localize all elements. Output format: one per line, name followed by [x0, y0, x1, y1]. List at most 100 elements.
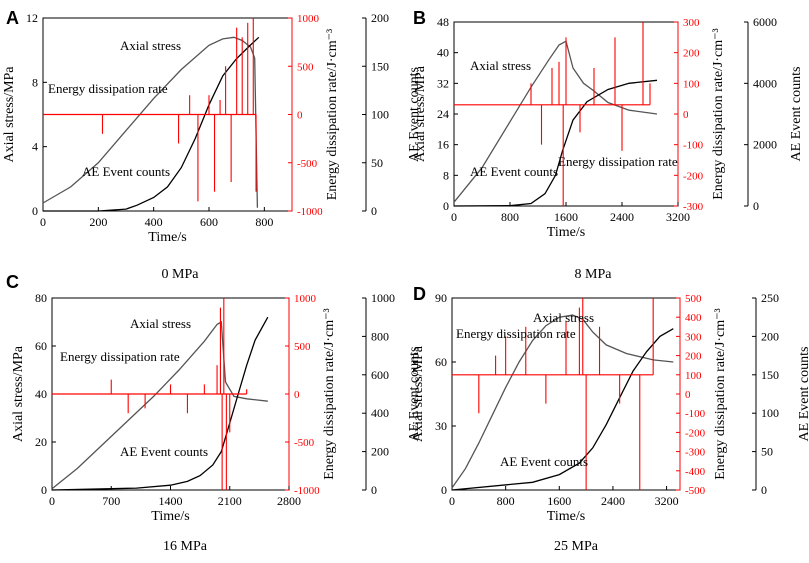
- panel-d-y-axis-title: Axial stress/MPa: [411, 345, 426, 442]
- panel-b-ae-tick-label: 6000: [753, 15, 777, 29]
- panel-d-x-tick-label: 1600: [547, 494, 571, 508]
- panel-c-y-tick-label: 80: [35, 291, 47, 305]
- panel-a-energy-tick-label: 0: [297, 110, 303, 122]
- panel-d-caption: 25 MPa: [554, 539, 599, 554]
- panel-d-y-tick-label: 30: [435, 419, 447, 433]
- panel-c-y-axis-title: Axial stress/MPa: [11, 345, 26, 442]
- panel-d-y-tick-label: 0: [441, 483, 447, 497]
- panel-d-x-tick-label: 800: [497, 494, 515, 508]
- panel-a-y-tick-label: 4: [32, 140, 38, 154]
- panel-c-energy-tick-label: 0: [294, 389, 300, 401]
- panel-a-x-tick-label: 200: [89, 215, 107, 229]
- panel-a-x-axis-title: Time/s: [148, 230, 186, 245]
- panel-d-energy-tick-label: -200: [685, 427, 706, 439]
- panel-b-ae-counts-line: [453, 79, 658, 207]
- panel-c-energy-tick-label: 500: [294, 341, 311, 353]
- panel-c-energy-tick-label: -500: [294, 437, 315, 449]
- panel-c-energy-tick-label: -1000: [294, 485, 320, 497]
- panel-d-ae-tick-label: 50: [761, 445, 773, 459]
- panel-b-energy-axis-title: Energy dissipation rate/J·cm⁻³: [711, 28, 726, 200]
- panel-d-annotation: AE Event counts: [500, 454, 588, 469]
- panel-a-ae-tick-label: 100: [371, 108, 389, 122]
- panel-c-annotation: Energy dissipation rate: [60, 349, 180, 364]
- panel-b-energy-tick-label: -300: [683, 201, 704, 213]
- panel-d-energy-tick-label: -500: [685, 485, 706, 497]
- panel-d-y-tick-label: 60: [435, 355, 447, 369]
- panel-c-ae-tick-label: 0: [371, 483, 377, 497]
- panel-d-annotation: Axial stress: [533, 310, 594, 325]
- panel-c-energy-axis-title: Energy dissipation rate/J·cm⁻³: [322, 308, 337, 480]
- panel-c-y-tick-label: 0: [41, 483, 47, 497]
- panel-a-ae-tick-label: 50: [371, 156, 383, 170]
- panel-d-ae-tick-label: 100: [761, 406, 779, 420]
- panel-b-energy-tick-label: 100: [683, 78, 700, 90]
- panel-a-x-tick-label: 800: [255, 215, 273, 229]
- panel-a-energy-tick-label: -1000: [297, 206, 323, 218]
- panel-b-x-axis-title: Time/s: [547, 225, 585, 240]
- panel-c-x-tick-label: 700: [102, 494, 120, 508]
- panel-b-energy-tick-label: 300: [683, 17, 700, 29]
- panel-b-y-tick-label: 0: [443, 199, 449, 213]
- panel-a-annotation: AE Event counts: [82, 164, 170, 179]
- panel-d-ae-tick-label: 200: [761, 329, 779, 343]
- panel-b-x-tick-label: 2400: [610, 210, 634, 224]
- panel-b-ae-tick-label: 2000: [753, 138, 777, 152]
- panel-b-y-tick-label: 8: [443, 168, 449, 182]
- panel-d-ae-tick-label: 0: [761, 483, 767, 497]
- panel-b-energy-tick-label: -200: [683, 170, 704, 182]
- panel-a-x-tick-label: 400: [145, 215, 163, 229]
- panel-b-letter: B: [413, 8, 426, 28]
- panel-b-y-axis-title: Axial stress/MPa: [413, 65, 428, 162]
- panel-b-annotation: Energy dissipation rate: [558, 154, 678, 169]
- panel-a-ae-counts-line: [43, 36, 260, 212]
- panel-d-ae-tick-label: 150: [761, 368, 779, 382]
- panel-a-energy-tick-label: -500: [297, 158, 318, 170]
- panel-d-x-tick-label: 3200: [655, 494, 679, 508]
- panel-b-annotation: Axial stress: [470, 58, 531, 73]
- panel-b-y-tick-label: 40: [437, 46, 449, 60]
- panel-a-letter: A: [6, 8, 19, 28]
- panel-c-ae-counts-line: [51, 316, 269, 491]
- panel-b-annotation: AE Event counts: [470, 164, 558, 179]
- panel-c-ae-tick-label: 200: [371, 445, 389, 459]
- panel-d-annotation: Energy dissipation rate: [456, 326, 576, 341]
- panel-c-x-tick-label: 0: [49, 494, 55, 508]
- panel-b-x-tick-label: 1600: [554, 210, 578, 224]
- panel-b-y-tick-label: 24: [437, 107, 449, 121]
- panel-c-y-tick-label: 60: [35, 339, 47, 353]
- panel-a-x-tick-label: 600: [200, 215, 218, 229]
- panel-b-energy-tick-label: 200: [683, 48, 700, 60]
- panel-a-axial-stress-line: [42, 36, 259, 208]
- panel-c-ae-tick-label: 400: [371, 406, 389, 420]
- panel-b-x-tick-label: 0: [451, 210, 457, 224]
- panel-d-energy-tick-label: 300: [685, 331, 702, 343]
- panel-a-ae-axis-title: AE Event counts: [407, 67, 422, 162]
- panel-d-ae-axis-title: AE Event counts: [797, 347, 809, 442]
- panel-a-y-tick-label: 8: [32, 75, 38, 89]
- panel-a-ae-tick-label: 0: [371, 204, 377, 218]
- panel-c-energy-tick-label: 1000: [294, 293, 317, 305]
- panel-a-x-tick-label: 0: [40, 215, 46, 229]
- panel-c-annotation: Axial stress: [130, 316, 191, 331]
- panel-b-y-tick-label: 16: [437, 138, 449, 152]
- panel-d-energy-tick-label: 100: [685, 370, 702, 382]
- panel-b-ae-axis-title: AE Event counts: [789, 67, 804, 162]
- panel-d-ae-tick-label: 250: [761, 291, 779, 305]
- panel-a-energy-axis-title: Energy dissipation rate/J·cm⁻³: [325, 29, 340, 201]
- panel-c-x-axis-title: Time/s: [151, 509, 189, 524]
- panel-d-energy-tick-label: -100: [685, 408, 706, 420]
- panel-d-x-tick-label: 0: [449, 494, 455, 508]
- panel-d-x-axis-title: Time/s: [547, 509, 585, 524]
- panel-c-ae-tick-label: 1000: [371, 291, 395, 305]
- panel-c-annotation: AE Event counts: [120, 444, 208, 459]
- panel-b-ae-tick-label: 4000: [753, 76, 777, 90]
- panel-a-annotation: Energy dissipation rate: [48, 81, 168, 96]
- panel-d-energy-tick-label: 500: [685, 293, 702, 305]
- panel-d-y-tick-label: 90: [435, 291, 447, 305]
- panel-d-energy-tick-label: 0: [685, 389, 691, 401]
- panel-b-y-tick-label: 32: [437, 76, 449, 90]
- panel-a-y-tick-label: 0: [32, 204, 38, 218]
- panel-d-letter: D: [413, 284, 426, 304]
- panel-c-axial-stress-line: [51, 320, 268, 490]
- panel-d-energy-tick-label: 200: [685, 351, 702, 363]
